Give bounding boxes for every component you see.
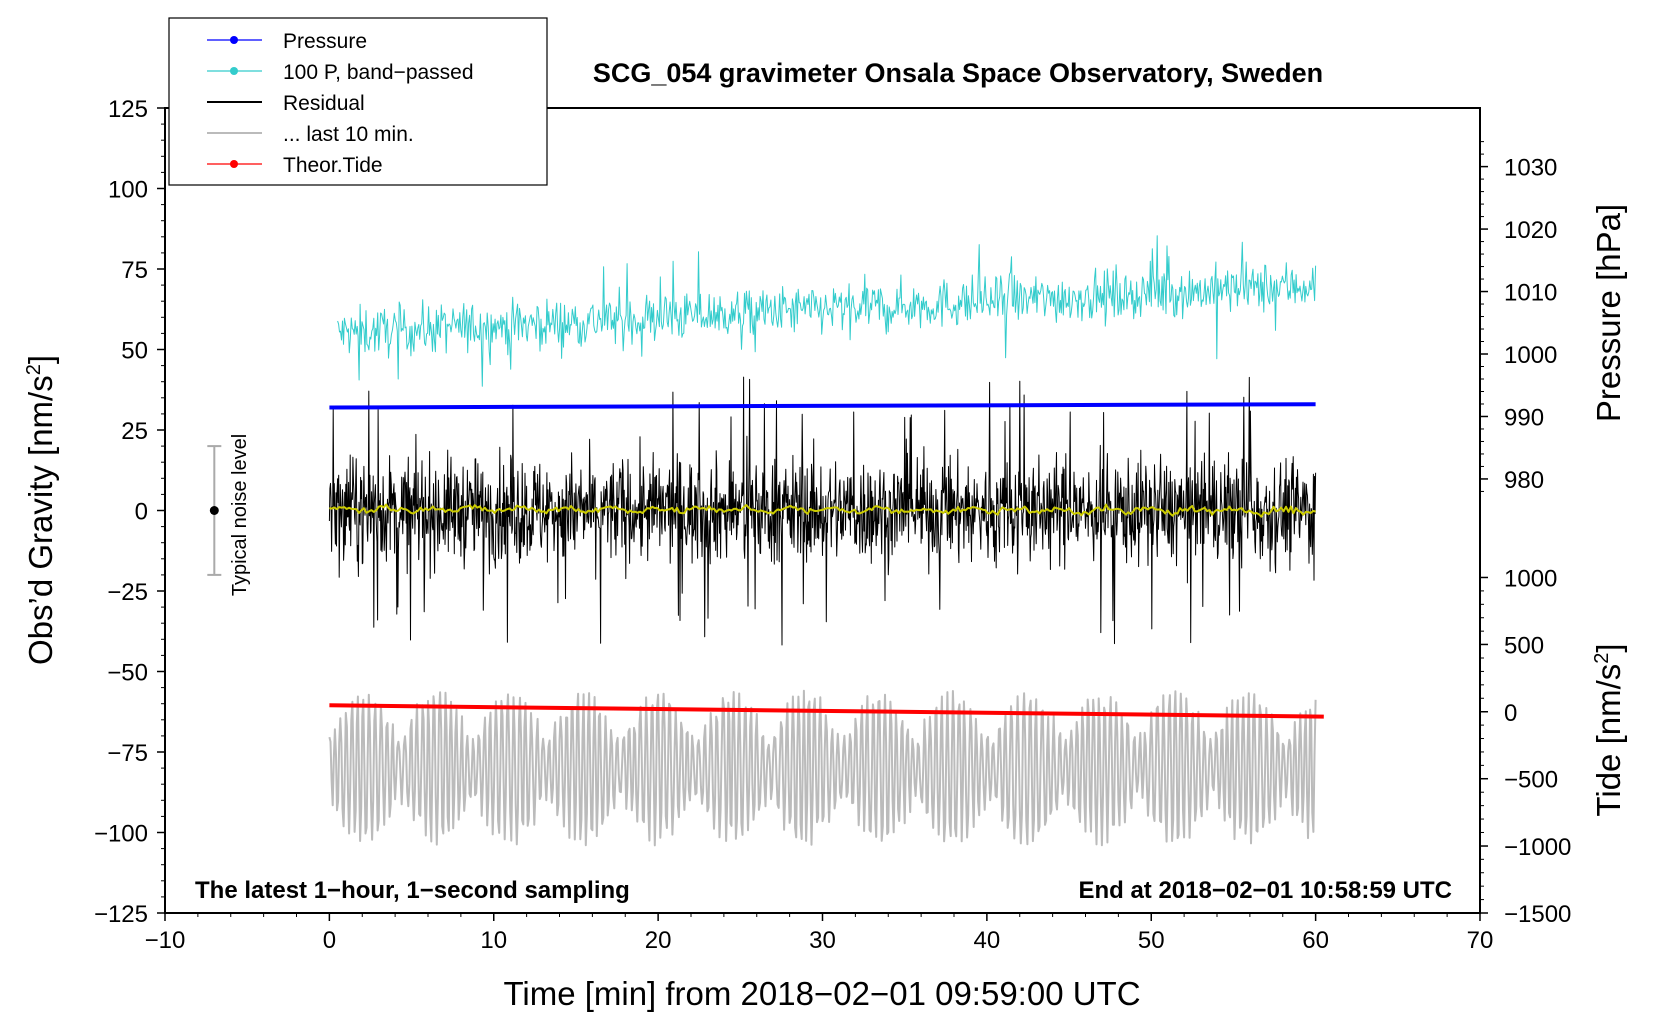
- end-time-note: End at 2018−02−01 10:58:59 UTC: [1078, 877, 1452, 904]
- noise-level-label: Typical noise level: [229, 434, 251, 596]
- theor-tide-line: [329, 703, 1324, 719]
- x-tick-label: 0: [323, 927, 336, 954]
- pressure-tick-label: 1010: [1504, 280, 1557, 307]
- pressure-tick-label: 990: [1504, 404, 1544, 431]
- legend-label: ... last 10 min.: [283, 123, 414, 146]
- x-tick-label: 50: [1138, 927, 1165, 954]
- tide-tick-label: 500: [1504, 632, 1544, 659]
- bandpassed-pressure-line: [337, 235, 1317, 387]
- tide-tick-label: −1000: [1504, 834, 1571, 861]
- pressure-line: [329, 402, 1316, 410]
- legend-swatch-marker: [230, 160, 238, 168]
- y-tick-label: 25: [121, 418, 148, 445]
- y-tick-label: −100: [94, 821, 148, 848]
- y-tick-label: 0: [135, 499, 148, 526]
- x-tick-label: 30: [809, 927, 836, 954]
- x-tick-label: 70: [1467, 927, 1494, 954]
- residual-line: [328, 376, 1317, 646]
- chart-title: SCG_054 gravimeter Onsala Space Observat…: [593, 58, 1323, 88]
- y-tick-label: −50: [107, 660, 148, 687]
- tide-axis-label-main: Tide [nm/s: [1590, 664, 1627, 817]
- y-tick-label: −125: [94, 901, 148, 928]
- tide-tick-label: 0: [1504, 700, 1517, 727]
- y-axis-label-end: ]: [22, 355, 59, 364]
- pressure-tick-label: 1030: [1504, 155, 1557, 182]
- noise-bar-center-dot: [209, 506, 219, 515]
- x-tick-label: 60: [1302, 927, 1329, 954]
- tide-axis-label-sup: 2: [1591, 653, 1613, 664]
- series-layer: [328, 235, 1324, 847]
- sampling-note: The latest 1−hour, 1−second sampling: [195, 877, 630, 904]
- noise-level-indicator: [207, 445, 222, 576]
- legend-label: 100 P, band−passed: [283, 61, 474, 84]
- x-tick-label: 10: [480, 927, 507, 954]
- y-tick-label: 75: [121, 257, 148, 284]
- legend: Pressure 100 P, band−passed Residual ... la…: [168, 17, 548, 186]
- x-tick-label: 40: [974, 927, 1001, 954]
- legend-label: Theor.Tide: [283, 154, 383, 177]
- y-tick-label: 125: [108, 96, 148, 123]
- tide-tick-label: 1000: [1504, 565, 1557, 592]
- last-10-min-line: [328, 689, 1317, 847]
- tide-tick-label: −1500: [1504, 901, 1571, 928]
- smoothed-residual-line: [329, 503, 1316, 518]
- pressure-tick-label: 1000: [1504, 342, 1557, 369]
- x-axis-label: Time [min] from 2018−02−01 09:59:00 UTC: [503, 975, 1140, 1012]
- y-tick-label: 100: [108, 177, 148, 204]
- tide-tick-label: −500: [1504, 767, 1558, 794]
- legend-swatch-marker: [230, 36, 238, 44]
- pressure-axis-label: Pressure [hPa]: [1590, 204, 1627, 422]
- y-tick-label: 50: [121, 338, 148, 365]
- x-tick-label: 20: [645, 927, 672, 954]
- x-tick-label: −10: [145, 927, 186, 954]
- tide-axis-label: Tide [nm/s2]: [1590, 643, 1627, 816]
- y-tick-label: −25: [107, 579, 148, 606]
- legend-label: Pressure: [283, 30, 367, 53]
- y-axis-label: Obs’d Gravity [nm/s2]: [22, 355, 59, 665]
- legend-swatch-marker: [230, 67, 238, 75]
- y-axis-label-sup: 2: [23, 364, 45, 375]
- y-axis-label-main: Obs’d Gravity [nm/s: [22, 375, 59, 665]
- pressure-tick-label: 1020: [1504, 217, 1557, 244]
- tide-axis-label-end: ]: [1590, 643, 1627, 652]
- pressure-tick-label: 980: [1504, 467, 1544, 494]
- axis-layer: −10 0 10 20 30 40 50 60 701251007550250−25−50−75…: [94, 96, 1571, 954]
- legend-label: Residual: [283, 92, 365, 115]
- y-tick-label: −75: [107, 740, 148, 767]
